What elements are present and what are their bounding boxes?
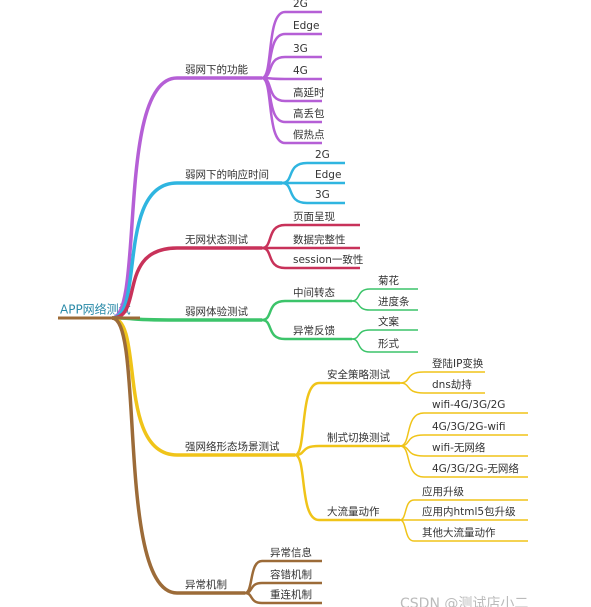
connector bbox=[351, 338, 371, 353]
node-label: 异常反馈 bbox=[293, 324, 335, 337]
connector bbox=[261, 299, 286, 322]
node-label: 数据完整性 bbox=[293, 233, 346, 246]
connector bbox=[261, 76, 286, 145]
connector bbox=[351, 300, 371, 311]
node-label: 弱网体验测试 bbox=[185, 305, 248, 318]
connector bbox=[399, 412, 425, 447]
connector bbox=[294, 381, 320, 457]
node-label: 页面呈现 bbox=[293, 211, 335, 223]
connector bbox=[261, 318, 286, 341]
node-label: 假热点 bbox=[293, 128, 325, 141]
node-label: 异常信息 bbox=[270, 546, 312, 559]
connector bbox=[399, 382, 425, 394]
node-label: 2G bbox=[293, 0, 308, 10]
node-label: 异常机制 bbox=[185, 578, 227, 591]
node-label: 弱网下的功能 bbox=[185, 63, 248, 76]
node-label: 大流量动作 bbox=[327, 505, 380, 518]
node-label: 应用升级 bbox=[422, 485, 464, 498]
node-label: 容错机制 bbox=[270, 568, 312, 581]
connector bbox=[111, 181, 178, 320]
connector bbox=[261, 246, 286, 270]
node-label: 无网状态测试 bbox=[185, 233, 248, 246]
node-label: 进度条 bbox=[378, 295, 410, 308]
connector bbox=[281, 181, 308, 205]
node-label: 文案 bbox=[378, 315, 399, 328]
node-label: 中间转态 bbox=[293, 286, 335, 299]
node-label: Edge bbox=[315, 169, 341, 181]
connector bbox=[244, 581, 263, 595]
node-label: 形式 bbox=[378, 337, 399, 350]
connector bbox=[111, 246, 178, 320]
node-label: 高丢包 bbox=[293, 107, 325, 120]
connector bbox=[261, 32, 286, 80]
connector bbox=[281, 161, 308, 185]
root-label: APP网络测试 bbox=[60, 302, 131, 317]
node-label: 重连机制 bbox=[270, 588, 312, 601]
connector bbox=[399, 371, 425, 384]
node-label: 弱网下的响应时间 bbox=[185, 168, 269, 181]
node-label: Edge bbox=[293, 20, 319, 32]
node-label: 高延时 bbox=[293, 86, 325, 99]
node-label: 安全策略测试 bbox=[327, 368, 390, 381]
connector bbox=[244, 559, 263, 595]
node-label: 其他大流量动作 bbox=[422, 526, 496, 539]
connector bbox=[111, 76, 178, 320]
node-label: 4G/3G/2G-无网络 bbox=[432, 462, 519, 475]
connector bbox=[351, 329, 371, 340]
node-label: wifi-4G/3G/2G bbox=[432, 399, 505, 411]
connector bbox=[399, 519, 415, 542]
node-label: 4G bbox=[293, 65, 308, 77]
watermark: CSDN @测试店小二 bbox=[400, 596, 528, 607]
connector bbox=[261, 223, 286, 250]
node-label: 3G bbox=[315, 189, 330, 201]
connector bbox=[294, 453, 320, 522]
node-label: 4G/3G/2G-wifi bbox=[432, 421, 505, 433]
node-label: wifi-无网络 bbox=[432, 441, 486, 454]
connector bbox=[399, 445, 425, 478]
node-label: 应用内html5包升级 bbox=[422, 505, 516, 518]
node-label: 3G bbox=[293, 43, 308, 55]
node-label: 菊花 bbox=[378, 274, 399, 287]
connector bbox=[351, 288, 371, 302]
node-label: 制式切换测试 bbox=[327, 431, 390, 444]
node-label: 强网络形态场景测试 bbox=[185, 440, 280, 453]
connector bbox=[111, 316, 178, 595]
connector bbox=[244, 591, 263, 605]
node-label: session一致性 bbox=[293, 253, 363, 266]
node-label: dns劫持 bbox=[432, 378, 472, 391]
connector bbox=[399, 499, 415, 521]
node-label: 登陆IP变换 bbox=[432, 357, 484, 370]
node-label: 2G bbox=[315, 149, 330, 161]
connector bbox=[111, 316, 178, 457]
